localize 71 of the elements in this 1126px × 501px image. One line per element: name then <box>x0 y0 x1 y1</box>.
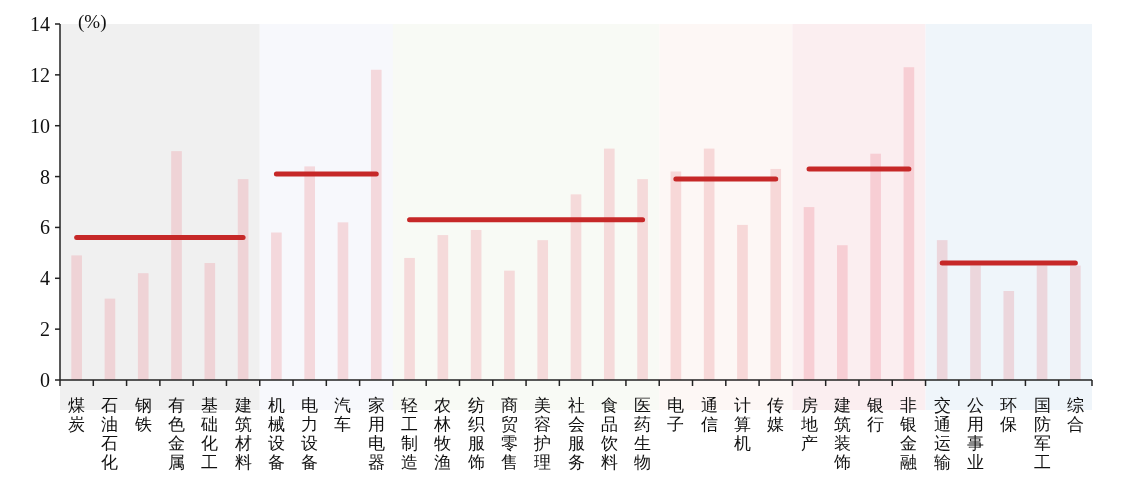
bar <box>237 179 249 380</box>
bar <box>737 224 748 380</box>
y-tick-label: 2 <box>40 318 50 341</box>
x-tick-label: 美容护理 <box>533 396 552 473</box>
x-tick-label: 汽车 <box>334 396 352 435</box>
x-tick-label: 农林牧渔 <box>433 396 452 473</box>
bar <box>71 255 82 380</box>
y-tick-label: 8 <box>40 165 50 188</box>
bar <box>504 270 515 380</box>
y-tick-label: 14 <box>30 13 50 35</box>
x-tick-label: 银行 <box>866 396 885 435</box>
bar <box>903 67 915 380</box>
x-tick-label: 建筑材料 <box>233 396 252 473</box>
x-tick-label: 机械设备 <box>267 396 285 473</box>
x-tick-label: 电子 <box>667 396 685 435</box>
x-tick-label: 基础化工 <box>200 396 219 473</box>
y-tick-label: 0 <box>40 369 50 391</box>
x-tick-label: 轻工制造 <box>401 396 419 473</box>
bar <box>370 69 382 380</box>
x-tick-label: 医药生物 <box>634 396 652 473</box>
x-tick-label: 通信 <box>700 396 718 435</box>
x-tick-label: 电力设备 <box>301 396 319 473</box>
x-tick-label: 家用电器 <box>367 396 385 473</box>
x-tick-label: 国防军工 <box>1033 396 1051 473</box>
bar <box>337 222 349 380</box>
y-tick-label: 10 <box>30 114 50 137</box>
bar <box>1070 265 1081 380</box>
y-axis-title: (%) <box>78 11 107 33</box>
bar <box>803 207 815 380</box>
x-tick-label: 建筑装饰 <box>832 396 851 473</box>
x-tick-label: 非银金融 <box>899 396 918 473</box>
y-tick-label: 6 <box>40 216 50 239</box>
bar <box>670 171 682 380</box>
x-tick-label: 有色金属 <box>168 396 186 473</box>
bar <box>470 229 482 380</box>
bar <box>1036 265 1048 380</box>
x-tick-label: 食品饮料 <box>599 396 618 473</box>
bar <box>437 235 449 380</box>
x-tick-label: 纺织服饰 <box>466 396 485 473</box>
bar <box>137 273 149 380</box>
bar <box>936 240 948 380</box>
bar <box>171 151 182 380</box>
bar <box>404 257 415 380</box>
bar <box>837 245 848 380</box>
bar <box>703 148 715 380</box>
x-tick-label: 环保 <box>1000 396 1018 435</box>
x-tick-label: 公用事业 <box>966 396 984 473</box>
x-tick-label: 社会服务 <box>567 396 585 473</box>
x-tick-label: 钢铁 <box>133 396 152 435</box>
bar <box>970 265 981 380</box>
bar <box>870 153 881 380</box>
x-tick-label: 商贸零售 <box>500 396 518 473</box>
x-tick-label: 石油石化 <box>101 396 119 473</box>
x-tick-label: 计算机 <box>733 396 751 454</box>
x-tick-label: 交通运输 <box>933 396 951 473</box>
bar <box>204 263 216 380</box>
bar <box>537 240 549 380</box>
x-tick-label: 煤炭 <box>68 396 86 435</box>
bar <box>304 166 315 380</box>
bar <box>637 179 648 380</box>
y-tick-label: 4 <box>40 267 50 290</box>
bar <box>770 168 782 380</box>
bar <box>271 232 282 380</box>
x-tick-label: 房地产 <box>799 396 818 454</box>
x-tick-label: 综合 <box>1066 396 1084 435</box>
bar <box>570 194 582 380</box>
y-tick-label: 12 <box>30 63 50 86</box>
x-tick-label: 传媒 <box>767 396 785 435</box>
bar <box>1003 291 1015 380</box>
bar <box>603 148 615 380</box>
bar <box>104 298 116 380</box>
